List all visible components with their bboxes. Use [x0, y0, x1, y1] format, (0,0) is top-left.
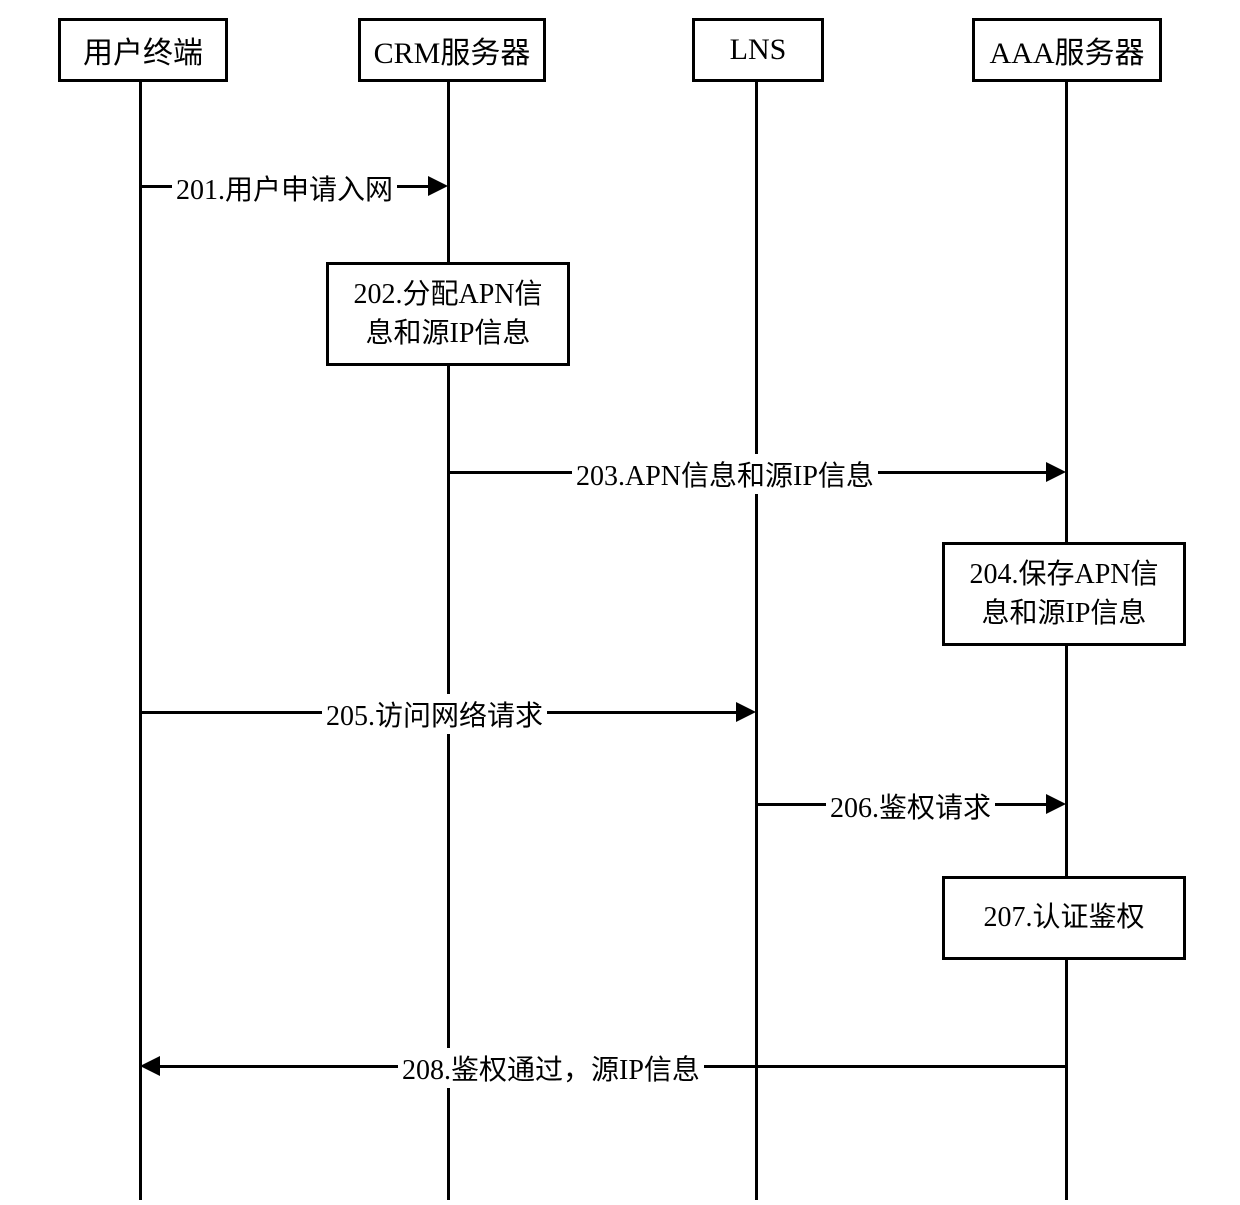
message-208-arrow [140, 1056, 160, 1076]
process-204-line1: 204.保存APN信 [969, 559, 1158, 590]
process-202-line2: 息和源IP信息 [366, 318, 531, 349]
process-207-line1: 207.认证鉴权 [983, 902, 1144, 933]
message-206-label: 206.鉴权请求 [826, 786, 995, 826]
participant-label: CRM服务器 [374, 28, 531, 72]
message-205-label: 205.访问网络请求 [322, 694, 547, 734]
lifeline-lns [755, 82, 758, 1200]
message-203-arrow [1046, 462, 1066, 482]
participant-crm: CRM服务器 [358, 18, 546, 82]
process-204: 204.保存APN信 息和源IP信息 [942, 542, 1186, 646]
participant-aaa: AAA服务器 [972, 18, 1162, 82]
lifeline-user [139, 82, 142, 1200]
message-206-arrow [1046, 794, 1066, 814]
lifeline-crm [447, 82, 450, 1200]
process-202: 202.分配APN信 息和源IP信息 [326, 262, 570, 366]
process-202-line1: 202.分配APN信 [353, 279, 542, 310]
participant-label: 用户终端 [83, 28, 203, 72]
participant-label: LNS [730, 33, 787, 67]
participant-lns: LNS [692, 18, 824, 82]
participant-user: 用户终端 [58, 18, 228, 82]
message-203-label: 203.APN信息和源IP信息 [572, 454, 878, 494]
process-207: 207.认证鉴权 [942, 876, 1186, 960]
message-205-arrow [736, 702, 756, 722]
message-208-label: 208.鉴权通过，源IP信息 [398, 1048, 704, 1088]
message-201-arrow [428, 176, 448, 196]
participant-label: AAA服务器 [990, 28, 1145, 72]
process-204-line2: 息和源IP信息 [982, 598, 1147, 629]
message-201-label: 201.用户申请入网 [172, 168, 397, 208]
